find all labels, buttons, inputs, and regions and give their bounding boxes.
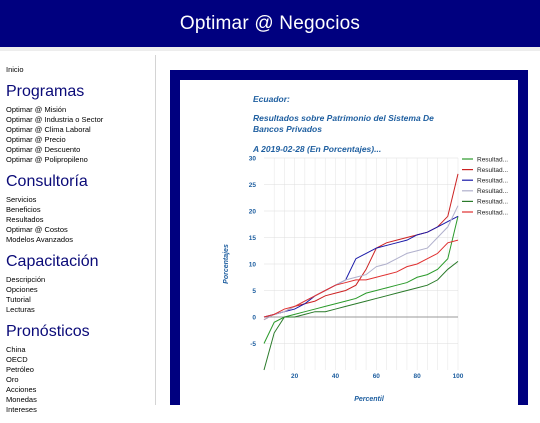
x-tick-label: 20 xyxy=(291,373,299,380)
sidebar-link[interactable]: Optimar @ Misión xyxy=(6,105,67,114)
y-tick-label: -5 xyxy=(250,341,256,348)
sidebar-link[interactable]: Optimar @ Clima Laboral xyxy=(6,125,91,134)
line-chart: -5 0 5 10 15 20 25 30 20 40 60 80 100 Porcentajes Perc… xyxy=(223,156,508,404)
series-line xyxy=(263,260,459,371)
series-line xyxy=(263,216,459,344)
legend-label: Resultad... xyxy=(477,156,508,163)
y-tick-label: 5 xyxy=(252,288,256,295)
sidebar-link[interactable]: Optimar @ Polipropileno xyxy=(6,155,88,164)
sidebar-link[interactable]: Descripción xyxy=(6,275,46,284)
legend-label: Resultad... xyxy=(477,178,508,185)
site-header: Optimar @ Negocios xyxy=(0,0,540,47)
chart-frame: Ecuador: Resultados sobre Patrimonio del… xyxy=(170,70,528,405)
nav-link-inicio[interactable]: Inicio xyxy=(6,65,24,74)
sidebar-section: Pronósticos China OECD Petróleo Oro Acciones M… xyxy=(6,323,154,415)
sidebar-link[interactable]: Oro xyxy=(6,375,19,384)
sidebar-section: Consultoría Servicios Beneficios Resultados… xyxy=(6,173,154,245)
x-axis-label: Percentil xyxy=(354,396,385,403)
sidebar-link[interactable]: Beneficios xyxy=(6,205,41,214)
legend-label: Resultad... xyxy=(477,209,508,216)
sidebar-divider xyxy=(155,55,156,405)
sidebar-link[interactable]: Monedas xyxy=(6,395,37,404)
header-divider xyxy=(0,47,540,51)
y-tick-label: 10 xyxy=(249,262,257,269)
sidebar-nav: Inicio Programas Optimar @ Misión Optimar … xyxy=(6,62,154,423)
sidebar-section-title: Consultoría xyxy=(6,173,88,190)
x-tick-label: 80 xyxy=(414,373,422,380)
sidebar-link[interactable]: Intereses xyxy=(6,405,37,414)
sidebar-link[interactable]: Resultados xyxy=(6,215,44,224)
sidebar-section: Programas Optimar @ Misión Optimar @ Indus… xyxy=(6,83,154,165)
sidebar-link[interactable]: Optimar @ Industria o Sector xyxy=(6,115,104,124)
legend-label: Resultad... xyxy=(477,199,508,206)
sidebar-link[interactable]: Modelos Avanzados xyxy=(6,235,73,244)
x-tick-label: 60 xyxy=(373,373,381,380)
series-line xyxy=(263,215,459,318)
sidebar-link[interactable]: Lecturas xyxy=(6,305,35,314)
sidebar-link[interactable]: Optimar @ Precio xyxy=(6,135,66,144)
legend-label: Resultad... xyxy=(477,188,508,195)
y-tick-label: 15 xyxy=(249,235,257,242)
chart-title-line-1: Ecuador: xyxy=(253,94,290,104)
sidebar-section-title: Pronósticos xyxy=(6,323,90,340)
chart-title-line-3: Bancos Privados xyxy=(253,124,322,134)
chart-panel: Ecuador: Resultados sobre Patrimonio del… xyxy=(180,80,518,405)
site-title: Optimar @ Negocios xyxy=(179,12,361,34)
sidebar-link[interactable]: Petróleo xyxy=(6,365,34,374)
series-line xyxy=(263,239,459,318)
sidebar-link[interactable]: Optimar @ Descuento xyxy=(6,145,81,154)
x-tick-label: 100 xyxy=(453,373,464,380)
sidebar-link[interactable]: OECD xyxy=(6,355,28,364)
y-tick-label: 0 xyxy=(252,315,256,322)
sidebar-section-title: Programas xyxy=(6,83,85,100)
legend-label: Resultad... xyxy=(477,167,508,174)
sidebar-link[interactable]: Optimar @ Costos xyxy=(6,225,68,234)
chart-title-line-2: Resultados sobre Patrimonio del Sistema … xyxy=(253,113,434,123)
sidebar-link[interactable]: China xyxy=(6,345,26,354)
sidebar-section: Capacitación Descripción Opciones Tutorial L… xyxy=(6,253,154,315)
x-tick-label: 40 xyxy=(332,373,340,380)
y-axis-label: Porcentajes xyxy=(223,244,230,284)
sidebar-link[interactable]: Acciones xyxy=(6,385,37,394)
y-tick-label: 25 xyxy=(249,182,257,189)
sidebar-section-title: Capacitación xyxy=(6,253,99,270)
chart-title-line-4: A 2019-02-28 (En Porcentajes)... xyxy=(253,144,382,154)
y-tick-label: 20 xyxy=(249,209,257,216)
sidebar-link[interactable]: Servicios xyxy=(6,195,37,204)
y-tick-label: 30 xyxy=(249,156,257,163)
sidebar-link[interactable]: Tutorial xyxy=(6,295,31,304)
sidebar-link[interactable]: Opciones xyxy=(6,285,38,294)
